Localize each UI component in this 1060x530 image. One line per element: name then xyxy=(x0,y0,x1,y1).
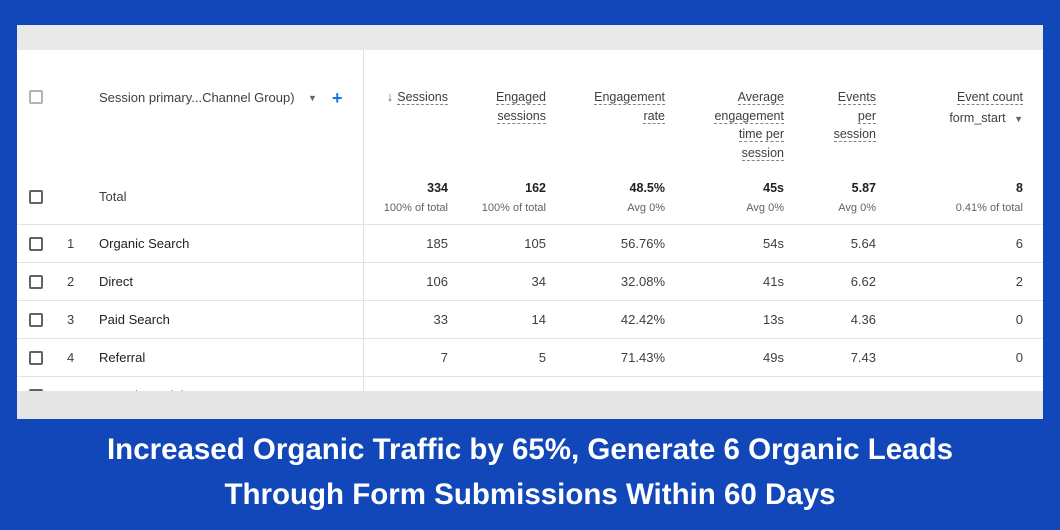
cell-sessions: 33 xyxy=(433,312,448,327)
row-checkbox[interactable] xyxy=(29,351,43,365)
caret-down-icon[interactable]: ▼ xyxy=(308,93,317,103)
column-header-label: Engaged xyxy=(495,90,546,105)
cell-event-count: 0 xyxy=(1015,350,1023,365)
table-row[interactable]: 3 Paid Search 33 14 42.42% 13s 4.36 0 xyxy=(17,300,1043,339)
cell-sessions: 106 xyxy=(426,274,448,289)
cell-engaged-sessions: 14 xyxy=(531,312,546,327)
column-header-label: Events xyxy=(837,90,876,105)
channel-name: Referral xyxy=(99,350,146,365)
caret-down-icon[interactable]: ▼ xyxy=(1011,113,1023,124)
total-event-count: 8 xyxy=(1016,181,1023,195)
total-engagement-rate: 48.5% xyxy=(629,181,665,195)
event-name-selector[interactable]: form_start xyxy=(949,110,1006,125)
cell-event-count: 2 xyxy=(1015,274,1023,289)
bottom-strip xyxy=(17,391,1043,419)
cell-sessions: 7 xyxy=(440,350,448,365)
row-checkbox[interactable] xyxy=(29,237,43,251)
column-header-label: rate xyxy=(643,108,665,124)
row-number: 2 xyxy=(67,274,75,289)
table-row[interactable]: 1 Organic Search 185 105 56.76% 54s 5.64 6 xyxy=(17,224,1043,263)
total-avg-engagement-time-sub: Avg 0% xyxy=(746,202,784,214)
caption-line-2: Through Form Submissions Within 60 Days xyxy=(224,478,836,511)
row-checkbox[interactable] xyxy=(29,275,43,289)
cell-events-per-session: 4.36 xyxy=(850,312,876,327)
total-event-count-sub: 0.41% of total xyxy=(955,202,1023,214)
column-header-engaged-sessions[interactable]: Engaged sessions xyxy=(495,88,546,125)
cell-event-count: 6 xyxy=(1015,236,1023,251)
caption: Increased Organic Traffic by 65%, Genera… xyxy=(0,427,1060,517)
row-number: 4 xyxy=(67,350,75,365)
arrow-down-icon: ↓ xyxy=(386,89,394,104)
cell-engagement-rate: 42.42% xyxy=(620,312,665,327)
total-events-per-session: 5.87 xyxy=(851,181,876,195)
total-events-per-session-sub: Avg 0% xyxy=(838,202,876,214)
total-engaged-sessions-sub: 100% of total xyxy=(481,202,546,214)
column-header-event-count[interactable]: Event count form_start ▼ xyxy=(949,88,1023,128)
channel-name: Paid Search xyxy=(99,312,170,327)
total-avg-engagement-time: 45s xyxy=(763,181,784,195)
column-header-label: Event count xyxy=(956,90,1023,105)
total-sessions: 334 xyxy=(427,181,448,195)
channel-name: Direct xyxy=(99,274,133,289)
cell-engaged-sessions: 5 xyxy=(538,350,546,365)
column-header-label: Engagement xyxy=(594,90,665,105)
column-header-sessions[interactable]: ↓ Sessions xyxy=(387,88,448,107)
total-sessions-sub: 100% of total xyxy=(383,202,448,214)
cell-events-per-session: 5.64 xyxy=(850,236,876,251)
dimension-header[interactable]: Session primary...Channel Group) xyxy=(99,90,295,105)
cell-avg-engagement-time: 41s xyxy=(763,274,784,289)
cell-events-per-session: 6.62 xyxy=(850,274,876,289)
cell-engaged-sessions: 105 xyxy=(524,236,546,251)
cell-engagement-rate: 32.08% xyxy=(620,274,665,289)
column-header-label: per xyxy=(857,108,876,124)
total-engagement-rate-sub: Avg 0% xyxy=(627,202,665,214)
column-header-label: sessions xyxy=(497,108,546,124)
total-label: Total xyxy=(99,189,127,204)
total-engaged-sessions: 162 xyxy=(525,181,546,195)
column-header-label: Sessions xyxy=(397,90,448,105)
column-header-avg-engagement-time[interactable]: Average engagement time per session xyxy=(714,88,784,162)
table-row[interactable]: 4 Referral 7 5 71.43% 49s 7.43 0 xyxy=(17,338,1043,377)
column-header-label: session xyxy=(833,127,876,142)
column-header-events-per-session[interactable]: Events per session xyxy=(833,88,876,144)
row-number: 3 xyxy=(67,312,75,327)
channel-name: Organic Search xyxy=(99,236,190,251)
cell-events-per-session: 7.43 xyxy=(850,350,876,365)
cell-avg-engagement-time: 54s xyxy=(763,236,784,251)
top-strip xyxy=(17,25,1043,50)
cell-engaged-sessions: 34 xyxy=(531,274,546,289)
report-panel: Session primary...Channel Group) ▼ + ↓ Se… xyxy=(17,25,1043,419)
select-all-checkbox[interactable] xyxy=(29,90,43,104)
column-header-engagement-rate[interactable]: Engagement rate xyxy=(594,88,665,125)
plus-icon[interactable]: + xyxy=(332,88,343,108)
cell-avg-engagement-time: 49s xyxy=(763,350,784,365)
row-number: 1 xyxy=(67,236,75,251)
column-header-label: Average xyxy=(737,90,784,105)
report-table: Session primary...Channel Group) ▼ + ↓ Se… xyxy=(17,50,1043,403)
table-row[interactable]: 2 Direct 106 34 32.08% 41s 6.62 2 xyxy=(17,262,1043,301)
cell-sessions: 185 xyxy=(426,236,448,251)
column-divider xyxy=(363,50,364,391)
column-header-label: time per xyxy=(738,127,784,142)
column-header-label: engagement xyxy=(714,108,784,124)
row-checkbox[interactable] xyxy=(29,313,43,327)
cell-engagement-rate: 71.43% xyxy=(620,350,665,365)
cell-engagement-rate: 56.76% xyxy=(620,236,665,251)
total-checkbox[interactable] xyxy=(29,190,43,204)
cell-event-count: 0 xyxy=(1015,312,1023,327)
cell-avg-engagement-time: 13s xyxy=(763,312,784,327)
column-header-label: session xyxy=(741,145,784,161)
caption-line-1: Increased Organic Traffic by 65%, Genera… xyxy=(106,433,954,466)
